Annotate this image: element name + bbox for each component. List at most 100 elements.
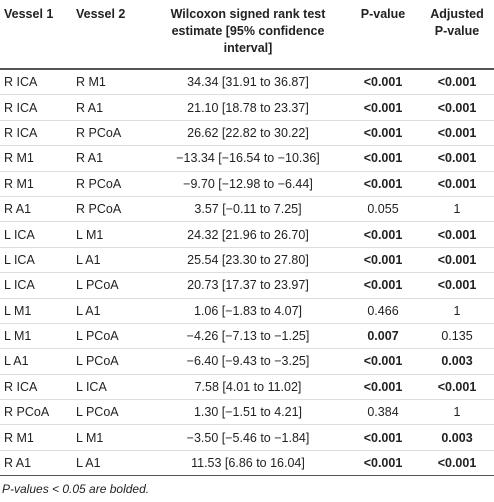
table-cell: L PCoA <box>72 323 150 350</box>
table-cell: R PCoA <box>72 171 150 197</box>
results-table: Vessel 1 Vessel 2 Wilcoxon signed rank tes… <box>0 0 494 477</box>
table-cell: <0.001 <box>346 145 420 172</box>
header-cell: Vessel 2 <box>72 0 150 70</box>
table-cell: L PCoA <box>72 272 150 299</box>
table-cell: <0.001 <box>346 94 420 121</box>
table-cell: −9.70 [−12.98 to −6.44] <box>150 171 346 197</box>
table-cell: <0.001 <box>346 450 420 477</box>
table-cell: <0.001 <box>346 348 420 375</box>
table-row: L ICA L M1 24.32 [21.96 to 26.70] <0.001 <0.… <box>0 221 494 248</box>
table-cell: −13.34 [−16.54 to −10.36] <box>150 145 346 172</box>
table-row: L A1 L PCoA −6.40 [−9.43 to −3.25] <0.001 0.… <box>0 348 494 375</box>
header-cell: Vessel 1 <box>0 0 72 70</box>
table-cell: L M1 <box>0 323 72 350</box>
table-cell: <0.001 <box>420 247 494 274</box>
table-cell: L M1 <box>72 424 150 451</box>
table-cell: L A1 <box>0 348 72 375</box>
table-cell: 7.58 [4.01 to 11.02] <box>150 374 346 401</box>
table-cell: 34.34 [31.91 to 36.87] <box>150 69 346 96</box>
table-row: R M1 R A1 −13.34 [−16.54 to −10.36] <0.001 <… <box>0 145 494 172</box>
table-cell: R PCoA <box>72 196 150 223</box>
table-cell: <0.001 <box>420 272 494 299</box>
table-cell: L M1 <box>0 298 72 324</box>
table-cell: 21.10 [18.78 to 23.37] <box>150 94 346 121</box>
table-row: R ICA R PCoA 26.62 [22.82 to 30.22] <0.001 <… <box>0 120 494 147</box>
table-cell: 24.32 [21.96 to 26.70] <box>150 221 346 248</box>
table-cell: L PCoA <box>72 348 150 375</box>
table-cell: 0.003 <box>420 424 494 451</box>
table-cell: 0.135 <box>420 323 494 350</box>
table-cell: R ICA <box>0 374 72 401</box>
table-cell: <0.001 <box>346 171 420 197</box>
table-cell: −6.40 [−9.43 to −3.25] <box>150 348 346 375</box>
table-cell: R ICA <box>0 94 72 121</box>
table-cell: L PCoA <box>72 399 150 426</box>
table-row: R A1 L A1 11.53 [6.86 to 16.04] <0.001 <0.00… <box>0 450 494 477</box>
header-cell: P-value <box>346 0 420 70</box>
table-row: R A1 R PCoA 3.57 [−0.11 to 7.25] 0.055 1 <box>0 196 494 223</box>
table-cell: <0.001 <box>346 221 420 248</box>
table-cell: L A1 <box>72 247 150 274</box>
table-cell: R A1 <box>0 196 72 223</box>
table-cell: R M1 <box>0 171 72 197</box>
header-row: Vessel 1 Vessel 2 Wilcoxon signed rank tes… <box>0 0 494 70</box>
footnote: P-values < 0.05 are bolded. <box>2 482 150 497</box>
table-cell: R A1 <box>72 94 150 121</box>
table-cell: 0.003 <box>420 348 494 375</box>
table-row: R M1 R PCoA −9.70 [−12.98 to −6.44] <0.001 <… <box>0 171 494 197</box>
table-cell: <0.001 <box>346 374 420 401</box>
table-row: R PCoA L PCoA 1.30 [−1.51 to 4.21] 0.384 1 <box>0 399 494 426</box>
table-body: R ICA R M1 34.34 [31.91 to 36.87] <0.001 <0.… <box>0 69 494 477</box>
table-cell: L M1 <box>72 221 150 248</box>
table-cell: L ICA <box>0 247 72 274</box>
table-cell: <0.001 <box>420 94 494 121</box>
table-cell: 1 <box>420 196 494 223</box>
table-row: L ICA L PCoA 20.73 [17.37 to 23.97] <0.001 <… <box>0 272 494 299</box>
table-cell: 1 <box>420 298 494 324</box>
table-row: L M1 L PCoA −4.26 [−7.13 to −1.25] 0.007 0.1… <box>0 323 494 350</box>
table-cell: 3.57 [−0.11 to 7.25] <box>150 196 346 223</box>
table-cell: <0.001 <box>420 450 494 477</box>
table-cell: R ICA <box>0 120 72 147</box>
table-cell: L ICA <box>72 374 150 401</box>
table-cell: L ICA <box>0 272 72 299</box>
table-cell: R PCoA <box>0 399 72 426</box>
table-cell: L ICA <box>0 221 72 248</box>
table-cell: <0.001 <box>346 69 420 96</box>
table-cell: <0.001 <box>420 171 494 197</box>
table-row: R ICA R A1 21.10 [18.78 to 23.37] <0.001 <0.… <box>0 94 494 121</box>
header-cell: Wilcoxon signed rank test estimate [95% … <box>150 0 346 70</box>
table-cell: L A1 <box>72 450 150 477</box>
table-cell: 26.62 [22.82 to 30.22] <box>150 120 346 147</box>
table-cell: <0.001 <box>420 374 494 401</box>
table-cell: <0.001 <box>346 272 420 299</box>
table-cell: 1.06 [−1.83 to 4.07] <box>150 298 346 324</box>
table-cell: R A1 <box>0 450 72 477</box>
table-cell: 20.73 [17.37 to 23.97] <box>150 272 346 299</box>
table-cell: 0.055 <box>346 196 420 223</box>
table-cell: 25.54 [23.30 to 27.80] <box>150 247 346 274</box>
table-cell: 0.007 <box>346 323 420 350</box>
table-cell: −4.26 [−7.13 to −1.25] <box>150 323 346 350</box>
table-cell: 1.30 [−1.51 to 4.21] <box>150 399 346 426</box>
table-row: R ICA L ICA 7.58 [4.01 to 11.02] <0.001 <0.0… <box>0 374 494 401</box>
table-row: R ICA R M1 34.34 [31.91 to 36.87] <0.001 <0.… <box>0 69 494 96</box>
table-cell: 0.384 <box>346 399 420 426</box>
table-cell: <0.001 <box>346 120 420 147</box>
table-cell: −3.50 [−5.46 to −1.84] <box>150 424 346 451</box>
table-cell: <0.001 <box>346 247 420 274</box>
table-cell: <0.001 <box>420 221 494 248</box>
table-cell: <0.001 <box>420 120 494 147</box>
table-cell: R M1 <box>0 424 72 451</box>
table-row: L M1 L A1 1.06 [−1.83 to 4.07] 0.466 1 <box>0 298 494 324</box>
table-cell: R M1 <box>0 145 72 172</box>
table-cell: 1 <box>420 399 494 426</box>
table-row: R M1 L M1 −3.50 [−5.46 to −1.84] <0.001 0.00… <box>0 424 494 451</box>
table-cell: R M1 <box>72 69 150 96</box>
table-cell: R PCoA <box>72 120 150 147</box>
table-cell: R A1 <box>72 145 150 172</box>
table-cell: <0.001 <box>420 69 494 96</box>
table-cell: 11.53 [6.86 to 16.04] <box>150 450 346 477</box>
table-row: L ICA L A1 25.54 [23.30 to 27.80] <0.001 <0.… <box>0 247 494 274</box>
